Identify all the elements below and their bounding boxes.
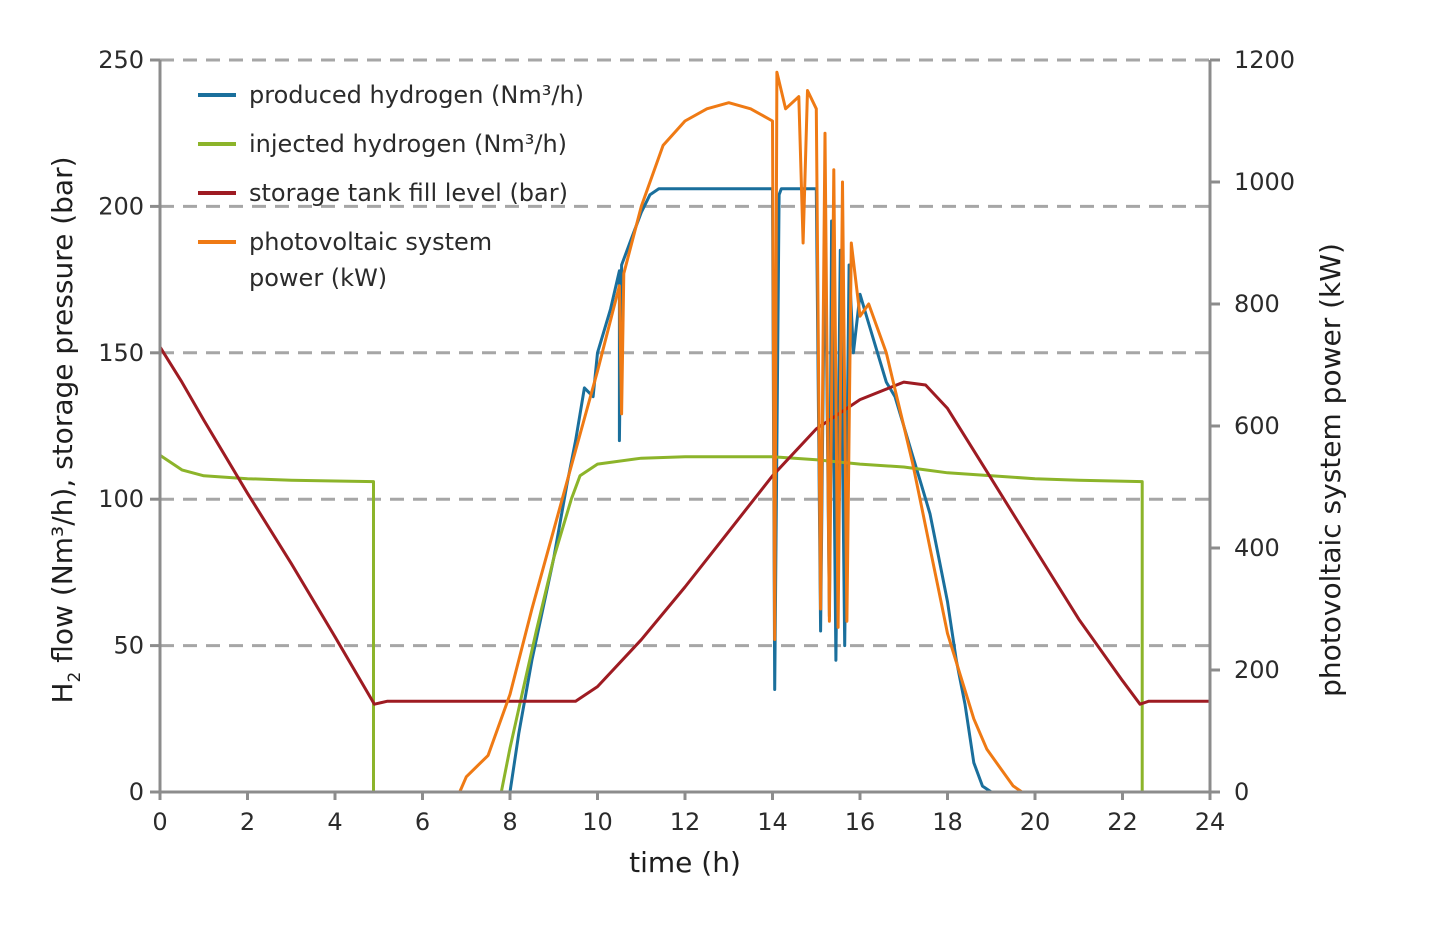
legend-label: power (kW)	[249, 264, 387, 292]
legend-label: produced hydrogen (Nm³/h)	[249, 81, 584, 109]
x-tick-label: 10	[582, 808, 613, 836]
axes	[150, 58, 1220, 800]
x-tick-label: 18	[932, 808, 963, 836]
legend: produced hydrogen (Nm³/h) injected hydrog…	[198, 81, 584, 292]
x-tick-label: 6	[415, 808, 430, 836]
x-tick-label: 24	[1195, 808, 1226, 836]
y-right-tick-label: 200	[1234, 656, 1280, 684]
x-axis-title: time (h)	[629, 846, 741, 879]
series-line	[160, 70, 1210, 794]
series-line	[158, 346, 1210, 706]
y-left-axis-title: H2 flow (Nm³/h), storage pressure (bar)	[46, 156, 85, 703]
y-right-tick-label: 400	[1234, 534, 1280, 562]
legend-label: photovoltaic system	[249, 228, 492, 256]
legend-label: storage tank fill level (bar)	[249, 179, 568, 207]
x-tick-label: 16	[845, 808, 876, 836]
series-lines	[158, 70, 1210, 794]
grid-lines	[160, 58, 1210, 648]
x-tick-label: 0	[152, 808, 167, 836]
y-right-tick-label: 1000	[1234, 168, 1295, 196]
legend-label: injected hydrogen (Nm³/h)	[249, 130, 567, 158]
x-tick-label: 14	[757, 808, 788, 836]
y-left-tick-label: 200	[98, 192, 144, 220]
y-left-tick-label: 0	[129, 778, 144, 806]
y-right-axis-title: photovoltaic system power (kW)	[1314, 243, 1347, 697]
x-tick-label: 22	[1107, 808, 1138, 836]
y-left-tick-label: 50	[113, 632, 144, 660]
y-left-tick-label: 100	[98, 485, 144, 513]
tick-labels: 0 2 4 6 8 10 12 14 16 18 20 22 240501001502002500200…	[98, 46, 1295, 836]
x-tick-label: 2	[240, 808, 255, 836]
series-line	[159, 454, 1210, 794]
x-tick-label: 8	[502, 808, 517, 836]
y-right-tick-label: 0	[1234, 778, 1249, 806]
y-left-tick-label: 150	[98, 339, 144, 367]
x-tick-label: 4	[327, 808, 342, 836]
y-left-tick-label: 250	[98, 46, 144, 74]
y-right-tick-label: 600	[1234, 412, 1280, 440]
x-tick-label: 20	[1020, 808, 1051, 836]
y-right-tick-label: 800	[1234, 290, 1280, 318]
y-right-tick-label: 1200	[1234, 46, 1295, 74]
x-tick-label: 12	[670, 808, 701, 836]
